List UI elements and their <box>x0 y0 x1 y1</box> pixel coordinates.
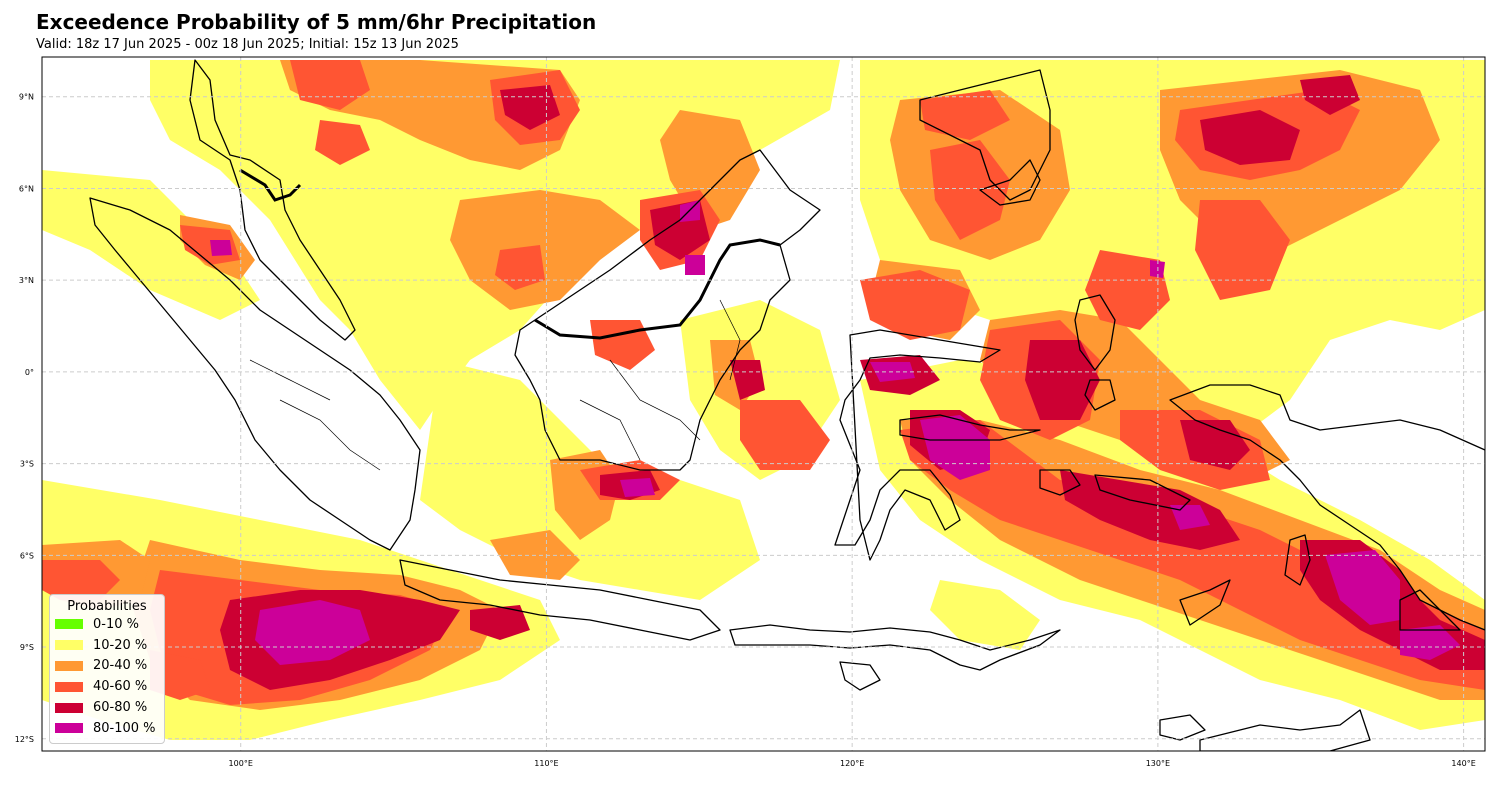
legend-title: Probabilities <box>67 599 147 614</box>
legend-item: 60-80 % <box>50 697 164 718</box>
lon-tick-label: 120°E <box>840 759 864 768</box>
legend-swatch <box>55 681 83 692</box>
lat-tick-label: 0° <box>25 368 34 377</box>
legend-swatch <box>55 619 83 630</box>
lon-tick-label: 140°E <box>1451 759 1475 768</box>
latitude-labels: 9°N 6°N 3°N 0° 3°S 6°S 9°S 12°S <box>15 93 34 744</box>
legend-item: 80-100 % <box>50 718 164 739</box>
gridlines <box>42 57 1485 751</box>
legend-label: 20-40 % <box>93 658 148 674</box>
legend-item: 20-40 % <box>50 656 164 677</box>
legend-swatch <box>55 702 83 713</box>
longitude-labels: 100°E 110°E 120°E 130°E 140°E <box>229 759 1476 768</box>
legend-label: 0-10 % <box>93 616 139 632</box>
map-title: Exceedence Probability of 5 mm/6hr Preci… <box>36 10 597 34</box>
legend-label: 40-60 % <box>93 679 148 695</box>
legend-item: 40-60 % <box>50 676 164 697</box>
lon-tick-label: 130°E <box>1146 759 1170 768</box>
lon-tick-label: 110°E <box>534 759 558 768</box>
coastlines <box>89 59 1485 751</box>
legend-swatch <box>55 723 83 734</box>
legend-label: 80-100 % <box>93 720 156 736</box>
legend-item: 10-20 % <box>50 635 164 656</box>
lat-tick-label: 9°N <box>19 93 34 102</box>
lon-tick-label: 100°E <box>229 759 253 768</box>
legend-label: 10-20 % <box>93 637 148 653</box>
prob-80-100-areas <box>210 200 1460 665</box>
lat-tick-label: 6°N <box>19 184 34 193</box>
province-lines <box>249 299 741 471</box>
lat-tick-label: 3°N <box>19 276 34 285</box>
lat-tick-label: 9°S <box>20 643 34 652</box>
legend-swatch <box>55 660 83 671</box>
national-borders <box>239 168 781 340</box>
legend-item: 0-10 % <box>50 614 164 635</box>
map-frame <box>41 56 1486 752</box>
lat-tick-label: 6°S <box>20 551 34 560</box>
probability-field <box>42 59 1485 751</box>
legend: Probabilities 0-10 % 10-20 % 20-40 % 40-60 … <box>49 594 165 744</box>
legend-swatch <box>55 640 83 651</box>
lat-tick-label: 3°S <box>20 460 34 469</box>
legend-label: 60-80 % <box>93 700 148 716</box>
map-subtitle: Valid: 18z 17 Jun 2025 - 00z 18 Jun 2025… <box>36 37 459 52</box>
lat-tick-label: 12°S <box>15 735 34 744</box>
